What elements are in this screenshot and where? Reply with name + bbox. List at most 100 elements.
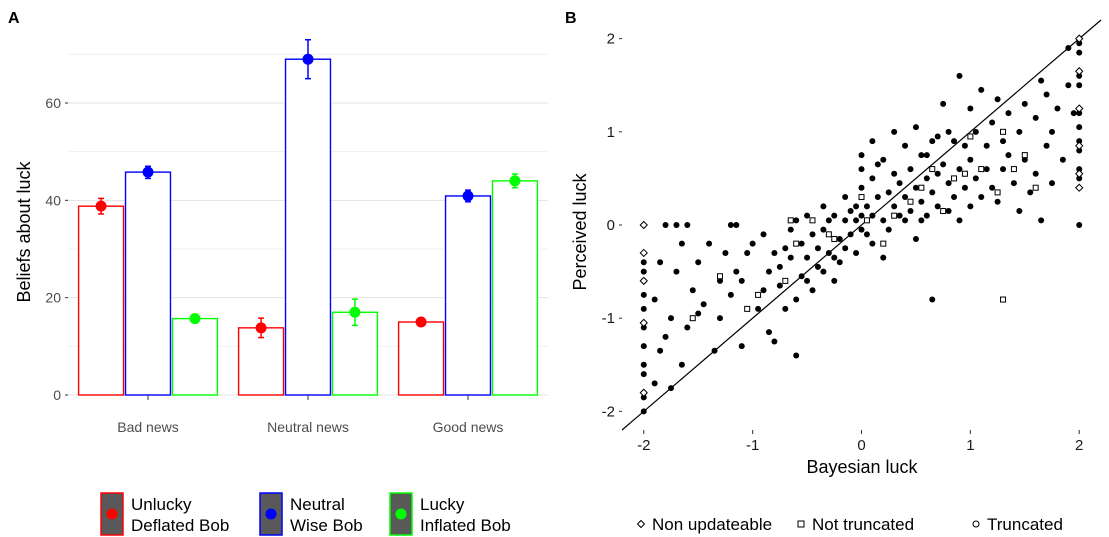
panel-b-point-not-truncated — [979, 167, 984, 172]
panel-b-point-truncated — [641, 408, 647, 414]
panel-b-point-truncated — [679, 241, 685, 247]
panel-b-point-truncated — [826, 217, 832, 223]
panel-b-point-truncated — [967, 106, 973, 112]
panel-a-mean-point — [349, 307, 360, 318]
panel-b-point-truncated — [684, 325, 690, 331]
panel-b-point-truncated — [897, 180, 903, 186]
panel-b-point-truncated — [793, 217, 799, 223]
panel-a-x-ticks: Bad news Neutral news Good news — [117, 395, 503, 435]
panel-b-point-truncated — [788, 227, 794, 233]
panel-b-point-truncated — [695, 311, 701, 317]
panel-b-point-truncated — [902, 217, 908, 223]
panel-b-point-truncated — [995, 199, 1001, 205]
panel-b-point-truncated — [989, 185, 995, 191]
panel-b-point-truncated — [940, 161, 946, 167]
panel-b-point-truncated — [984, 143, 990, 149]
panel-b-point-truncated — [684, 222, 690, 228]
panel-b-point-truncated — [864, 231, 870, 237]
panel-b-point-truncated — [1033, 171, 1039, 177]
panel-b-point-truncated — [913, 185, 919, 191]
panel-b-point-truncated — [788, 255, 794, 261]
panel-b-point-truncated — [701, 301, 707, 307]
panel-b-y-tick-label: 0 — [607, 217, 615, 234]
panel-b-point-truncated — [733, 222, 739, 228]
panel-a-legend-label: Neutral — [290, 495, 345, 514]
panel-b-point-truncated — [880, 157, 886, 163]
panel-b-point-truncated — [1065, 82, 1071, 88]
panel-b-point-not-truncated — [952, 176, 957, 181]
panel-a-legend-key-point — [107, 509, 118, 520]
panel-b-point-truncated — [962, 143, 968, 149]
panel-b-point-truncated — [875, 161, 881, 167]
panel-b-legend-square-icon — [798, 521, 804, 527]
panel-a-legend-label: Deflated Bob — [131, 516, 229, 535]
panel-b-point-not-truncated — [1001, 129, 1006, 134]
panel-b-point-truncated — [902, 143, 908, 149]
panel-b-letter: B — [565, 10, 577, 27]
panel-a-legend-label: Inflated Bob — [420, 516, 511, 535]
panel-b-point-truncated — [1044, 143, 1050, 149]
panel-b-point-truncated — [869, 241, 875, 247]
panel-b-y-axis-title: Perceived luck — [570, 172, 590, 290]
panel-b-point-truncated — [913, 236, 919, 242]
panel-a-bar — [399, 322, 444, 395]
panel-b-reference-line — [622, 20, 1101, 430]
panel-b-point-truncated — [869, 175, 875, 181]
panel-b-point-truncated — [842, 194, 848, 200]
panel-b-point-not-truncated — [783, 278, 788, 283]
panel-b-point-truncated — [1076, 82, 1082, 88]
panel-b-y-tick-label: -1 — [602, 310, 615, 327]
panel-b-point-truncated — [663, 222, 669, 228]
panel-b-point-truncated — [935, 171, 941, 177]
panel-b-point-non-updateable — [640, 389, 647, 396]
panel-b-point-truncated — [1005, 152, 1011, 158]
panel-b-point-truncated — [761, 287, 767, 293]
panel-b-point-truncated — [668, 315, 674, 321]
panel-b-point-truncated — [1005, 110, 1011, 116]
panel-a-y-tick-label: 0 — [53, 387, 61, 403]
panel-b-point-truncated — [657, 259, 663, 265]
panel-b-point-truncated — [810, 231, 816, 237]
panel-a-bar — [286, 59, 331, 395]
panel-b-point-truncated — [1076, 222, 1082, 228]
panel-b-point-truncated — [1076, 50, 1082, 56]
panel-b-x-axis-title: Bayesian luck — [806, 457, 918, 477]
panel-a-x-tick-label: Bad news — [117, 419, 178, 435]
panel-b-point-truncated — [1038, 78, 1044, 84]
panel-b-point-truncated — [853, 203, 859, 209]
panel-b-point-non-updateable — [1076, 105, 1083, 112]
panel-b-point-truncated — [880, 255, 886, 261]
panel-b-legend-label: Non updateable — [652, 515, 772, 534]
panel-b-point-truncated — [652, 297, 658, 303]
panel-b-point-truncated — [967, 203, 973, 209]
panel-a-mean-point — [303, 54, 314, 65]
panel-b-point-truncated — [717, 315, 723, 321]
panel-b-point-truncated — [728, 292, 734, 298]
panel-b-point-truncated — [799, 273, 805, 279]
panel-b-point-truncated — [1054, 106, 1060, 112]
panel-b-point-truncated — [1038, 217, 1044, 223]
panel-b-point-non-updateable — [1076, 68, 1083, 75]
panel-a-bar — [172, 319, 217, 395]
panel-b-point-non-updateable — [1076, 170, 1083, 177]
panel-b-point-truncated — [1049, 180, 1055, 186]
panel-b-point-truncated — [657, 348, 663, 354]
panel-b-point-not-truncated — [962, 171, 967, 176]
panel-a-bar — [492, 181, 537, 395]
panel-b-point-truncated — [973, 129, 979, 135]
panel-a-letter: A — [8, 10, 20, 27]
panel-b-point-truncated — [652, 380, 658, 386]
panel-a-mean-point — [143, 167, 154, 178]
panel-b-y-tick-label: -2 — [602, 403, 615, 420]
panel-a-bar — [126, 172, 171, 395]
panel-b-point-truncated — [831, 213, 837, 219]
panel-b-point-truncated — [962, 185, 968, 191]
panel-b-point-truncated — [771, 250, 777, 256]
panel-b-point-truncated — [859, 185, 865, 191]
panel-b-point-truncated — [859, 213, 865, 219]
panel-b-point-truncated — [1076, 124, 1082, 130]
panel-b-point-truncated — [924, 175, 930, 181]
panel-b-point-truncated — [940, 101, 946, 107]
panel-b-point-truncated — [1000, 166, 1006, 172]
